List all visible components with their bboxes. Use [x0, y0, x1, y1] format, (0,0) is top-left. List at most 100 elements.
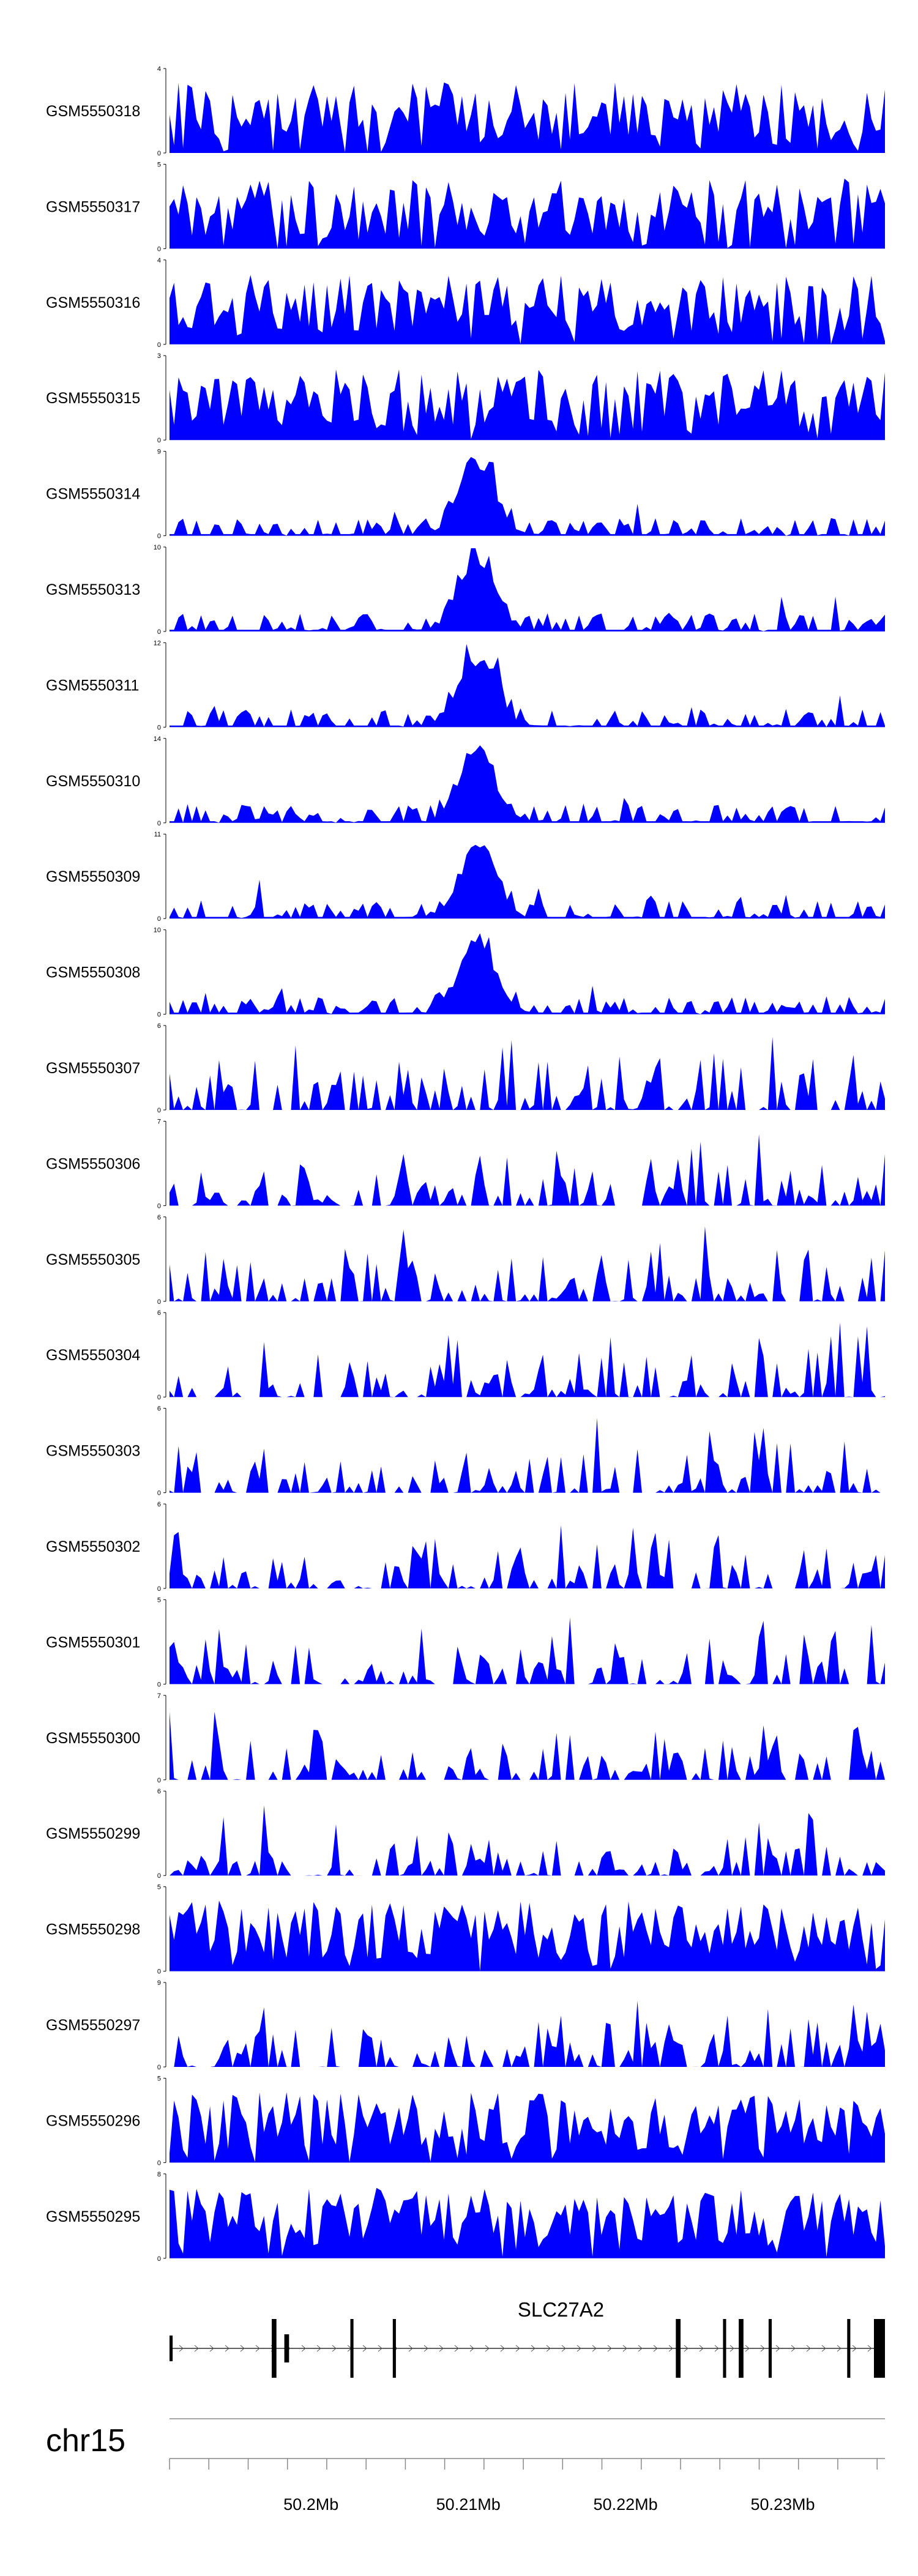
strand-arrow [622, 2345, 627, 2352]
strand-arrow [592, 2345, 597, 2352]
x-tick-label: 50.21Mb [436, 2495, 501, 2514]
strand-arrow [515, 2345, 520, 2352]
strand-arrow [852, 2345, 857, 2352]
signal-area [170, 1617, 885, 1684]
track-GSM5550307: GSM5550307 6 0 [46, 1022, 885, 1114]
track-label: GSM5550316 [46, 294, 140, 311]
strand-arrow [209, 2345, 214, 2352]
track-GSM5550308: GSM5550308 10 0 [46, 927, 885, 1019]
strand-arrow [607, 2345, 612, 2352]
signal-area [170, 2092, 885, 2163]
y-tick-label-max: 4 [157, 257, 161, 264]
signal-area [170, 275, 885, 344]
y-tick-label-zero: 0 [157, 1872, 161, 1880]
track-GSM5550313: GSM5550313 10 0 [46, 544, 885, 636]
track-GSM5550302: GSM5550302 6 0 [46, 1501, 885, 1593]
track-label: GSM5550298 [46, 1921, 140, 1938]
y-tick-label-max: 9 [157, 1979, 161, 1987]
strand-arrow [745, 2345, 750, 2352]
y-tick-label-max: 7 [157, 1692, 161, 1700]
y-tick-label-zero: 0 [157, 341, 161, 349]
y-tick-label-max: 6 [157, 1405, 161, 1413]
track-label: GSM5550306 [46, 1155, 140, 1172]
y-tick-label-zero: 0 [157, 1777, 161, 1784]
y-tick-label-max: 6 [157, 1309, 161, 1317]
strand-arrow [561, 2345, 566, 2352]
track-GSM5550298: GSM5550298 5 0 [46, 1884, 885, 1976]
track-label: GSM5550303 [46, 1443, 140, 1460]
track-label: GSM5550304 [46, 1347, 140, 1364]
track-label: GSM5550307 [46, 1060, 140, 1077]
strand-arrow [730, 2345, 734, 2352]
y-tick-label-zero: 0 [157, 1490, 161, 1497]
y-tick-label-zero: 0 [157, 2064, 161, 2071]
x-tick-label: 50.2Mb [283, 2495, 338, 2514]
track-label: GSM5550300 [46, 1730, 140, 1747]
strand-arrow [531, 2345, 536, 2352]
strand-arrow [638, 2345, 643, 2352]
signal-area [170, 369, 885, 441]
y-tick-label-max: 11 [154, 831, 161, 838]
gene-track: SLC27A2 [170, 2298, 885, 2378]
y-tick-label-zero: 0 [157, 1681, 161, 1688]
strand-arrow [301, 2345, 306, 2352]
track-label: GSM5550301 [46, 1634, 140, 1651]
y-tick-label-zero: 0 [157, 628, 161, 636]
exon [874, 2319, 885, 2378]
strand-arrow [653, 2345, 658, 2352]
strand-arrow [837, 2345, 842, 2352]
signal-area [170, 1805, 885, 1876]
strand-arrow [791, 2345, 796, 2352]
y-tick-label-zero: 0 [157, 2255, 161, 2263]
y-tick-label-zero: 0 [157, 1202, 161, 1210]
track-label: GSM5550309 [46, 868, 140, 885]
track-GSM5550310: GSM5550310 14 0 [46, 735, 885, 827]
track-label: GSM5550296 [46, 2112, 140, 2129]
signal-area [170, 456, 885, 536]
strand-arrow [240, 2345, 245, 2352]
signal-area [170, 933, 885, 1014]
y-tick-label-zero: 0 [157, 150, 161, 157]
track-label: GSM5550311 [46, 677, 139, 694]
signal-area [170, 644, 885, 728]
y-tick-label-zero: 0 [157, 1011, 161, 1019]
track-label: GSM5550315 [46, 390, 140, 407]
exon [350, 2319, 354, 2378]
signal-area [170, 82, 885, 153]
y-tick-label-zero: 0 [157, 1394, 161, 1401]
signal-area [170, 178, 885, 249]
signal-area [170, 1418, 885, 1493]
y-tick-label-max: 6 [157, 1214, 161, 1221]
signal-tracks: GSM555031840GSM555031750GSM555031640GSM5… [46, 65, 885, 2263]
track-label: GSM5550297 [46, 2017, 140, 2034]
track-label: GSM5550318 [46, 103, 140, 120]
strand-arrow [699, 2345, 704, 2352]
track-label: GSM5550317 [46, 198, 140, 215]
signal-area [170, 2001, 885, 2067]
track-GSM5550295: GSM5550295 8 0 [46, 2171, 885, 2263]
strand-arrow [867, 2345, 872, 2352]
x-tick-label: 50.22Mb [594, 2495, 658, 2514]
signal-area [170, 745, 885, 823]
track-GSM5550309: GSM5550309 11 0 [46, 831, 885, 923]
y-tick-label-max: 5 [157, 161, 161, 168]
track-GSM5550304: GSM5550304 6 0 [46, 1309, 885, 1401]
signal-area [170, 1226, 885, 1301]
track-GSM5550311: GSM5550311 12 0 [46, 639, 885, 731]
strand-arrow [362, 2345, 367, 2352]
exon [284, 2334, 289, 2362]
track-GSM5550315: GSM5550315 3 0 [46, 352, 885, 444]
strand-arrow [424, 2345, 428, 2352]
track-GSM5550318: GSM5550318 4 0 [46, 65, 885, 157]
strand-arrow [821, 2345, 826, 2352]
signal-area [170, 1525, 885, 1588]
track-GSM5550303: GSM5550303 6 0 [46, 1405, 885, 1497]
strand-arrow [469, 2345, 474, 2352]
track-GSM5550306: GSM5550306 7 0 [46, 1118, 885, 1210]
strand-arrow [760, 2345, 765, 2352]
strand-arrow [775, 2345, 780, 2352]
exon [847, 2319, 851, 2378]
strand-arrow [577, 2345, 581, 2352]
y-tick-label-max: 10 [154, 927, 161, 934]
signal-area [170, 1134, 885, 1206]
